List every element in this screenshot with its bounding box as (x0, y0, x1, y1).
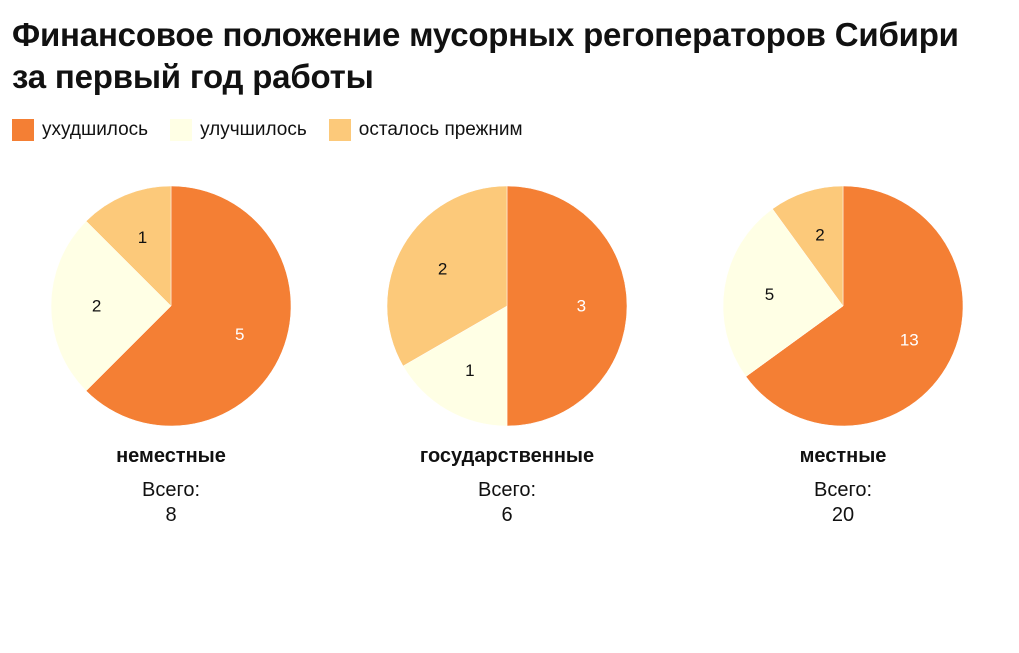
pie-slice-local-improved (722, 208, 844, 377)
pie-slice-state-worsened (506, 185, 628, 427)
caption-local: местные Всего: 20 (713, 444, 973, 528)
legend-label-worsened: ухудшилось (42, 119, 149, 140)
pie-slice-state-unchanged (386, 185, 508, 367)
slice-label-nonlocal-worsened: 5 (235, 325, 244, 344)
pie-slice-local-unchanged (772, 185, 844, 307)
legend-item-improved: улучшилось (170, 119, 307, 141)
total-label-local: Всего: (814, 479, 872, 501)
total-value-state: 6 (501, 504, 513, 526)
slice-label-state-unchanged: 2 (438, 259, 447, 278)
pie-slice-nonlocal-improved (50, 220, 172, 392)
chart-title: Финансовое положение мусорных регоперато… (12, 16, 959, 95)
caption-nonlocal: неместные Всего: 8 (41, 444, 301, 528)
legend-label-improved: улучшилось (200, 119, 307, 140)
pie-slice-nonlocal-worsened (85, 185, 292, 427)
total-value-local: 20 (831, 504, 855, 526)
legend-swatch-improved (170, 119, 193, 141)
legend-item-worsened: ухудшилось (12, 119, 148, 141)
slice-label-local-worsened: 13 (900, 330, 919, 349)
slice-label-local-improved: 5 (765, 285, 774, 304)
pie-slice-state-improved (402, 305, 508, 427)
slice-label-nonlocal-improved: 2 (92, 297, 101, 316)
pie-slice-nonlocal-unchanged (85, 185, 172, 307)
total-label-state: Всего: (478, 479, 536, 501)
slice-label-state-worsened: 3 (577, 297, 586, 316)
pie-title-nonlocal: неместные (116, 445, 226, 467)
slice-label-state-improved: 1 (465, 361, 474, 380)
legend: ухудшилось улучшилось осталось прежним (12, 117, 545, 143)
slice-label-nonlocal-unchanged: 1 (138, 228, 147, 247)
legend-label-unchanged: осталось прежним (358, 119, 523, 140)
pie-title-local: местные (799, 445, 887, 467)
pie-slice-local-worsened (745, 185, 964, 427)
legend-item-unchanged: осталось прежним (328, 119, 523, 141)
pie-title-state: государственные (419, 445, 595, 467)
total-label-nonlocal: Всего: (142, 479, 200, 501)
legend-swatch-unchanged (328, 119, 351, 141)
total-value-nonlocal: 8 (165, 504, 177, 526)
caption-state: государственные Всего: 6 (377, 444, 637, 528)
slice-label-local-unchanged: 2 (815, 226, 824, 245)
legend-swatch-worsened (12, 119, 34, 141)
